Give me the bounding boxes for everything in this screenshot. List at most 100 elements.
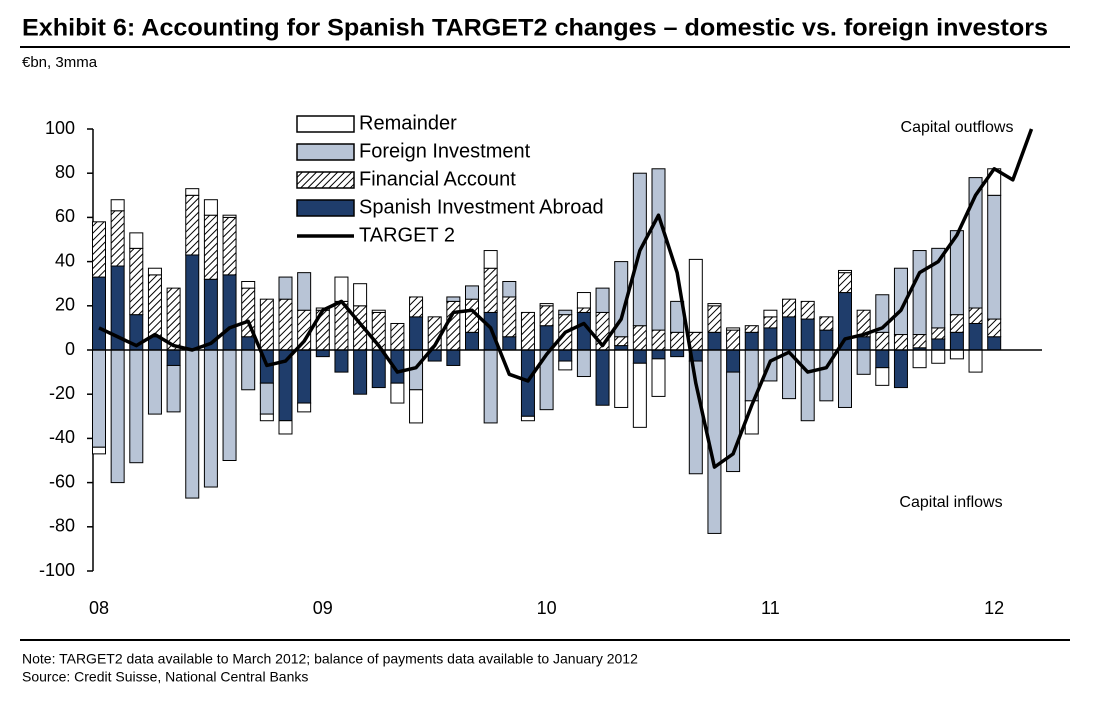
bar-segment bbox=[129, 232, 144, 249]
bar-segment bbox=[819, 329, 834, 351]
line-series bbox=[98, 128, 1034, 469]
bar-segment bbox=[371, 309, 386, 313]
bar-segment bbox=[110, 199, 125, 212]
bar-segment bbox=[334, 349, 349, 373]
bar-segment bbox=[632, 325, 647, 351]
bar-segment bbox=[670, 349, 685, 358]
bar-segment bbox=[782, 298, 797, 318]
bar-segment bbox=[409, 316, 424, 351]
bar-segment bbox=[446, 300, 461, 351]
bar-segment bbox=[502, 296, 517, 338]
bar-segment bbox=[912, 349, 927, 369]
bar-segment bbox=[502, 336, 517, 351]
bar-segment bbox=[92, 446, 106, 455]
bar-segment bbox=[800, 349, 815, 422]
bar-segment bbox=[185, 188, 200, 196]
bar-segment bbox=[949, 314, 964, 333]
bar-segment bbox=[763, 309, 778, 318]
y-tick-label: 60 bbox=[55, 206, 75, 226]
bar-segment bbox=[670, 331, 685, 351]
bar-segment bbox=[92, 221, 106, 278]
bar-segment bbox=[614, 349, 629, 408]
bar-segment bbox=[297, 349, 312, 404]
bar-segment bbox=[856, 349, 871, 375]
bar-segment bbox=[893, 349, 908, 389]
bar-segment bbox=[875, 367, 890, 386]
bar-segment bbox=[409, 389, 424, 424]
bar-segment bbox=[259, 298, 274, 351]
y-tick-label: -80 bbox=[49, 516, 75, 536]
bar-segment bbox=[558, 360, 573, 371]
legend-swatch bbox=[296, 115, 355, 133]
bar-segment bbox=[92, 276, 106, 351]
bar-segment bbox=[949, 331, 964, 351]
bar-segment bbox=[707, 303, 722, 307]
bar-segment bbox=[539, 303, 554, 307]
bar-segment bbox=[838, 269, 852, 274]
bar-segment bbox=[576, 292, 591, 309]
bar-segment bbox=[166, 349, 181, 366]
bar-segment bbox=[576, 349, 591, 378]
bar-segment bbox=[203, 199, 218, 216]
bar-segment bbox=[353, 349, 368, 395]
bar-segment bbox=[651, 358, 666, 397]
bar-segment bbox=[931, 338, 946, 351]
bar-segment bbox=[931, 349, 946, 364]
bar-segment bbox=[856, 336, 871, 351]
bar-segment bbox=[371, 349, 386, 389]
bar-segment bbox=[707, 305, 722, 333]
bar-segment bbox=[987, 194, 1002, 320]
legend-label: TARGET 2 bbox=[359, 224, 455, 246]
legend-label: Remainder bbox=[359, 112, 457, 134]
bar-segment bbox=[278, 420, 293, 435]
bar-segment bbox=[800, 318, 815, 351]
bar-segment bbox=[222, 274, 237, 351]
bar-segment bbox=[278, 298, 293, 351]
bar-segment bbox=[465, 285, 479, 300]
x-tick-label: 09 bbox=[313, 598, 333, 618]
bar-segment bbox=[297, 272, 312, 311]
bar-segment bbox=[782, 316, 797, 351]
bar-segment bbox=[334, 276, 349, 302]
bar-segment bbox=[259, 413, 274, 422]
bar-segment bbox=[520, 349, 535, 417]
x-tick-label: 10 bbox=[537, 598, 557, 618]
bar-segment bbox=[875, 331, 890, 351]
bar-segment bbox=[203, 349, 218, 488]
bar-segment bbox=[968, 177, 983, 309]
bar-segment bbox=[819, 316, 834, 331]
note: Note: TARGET2 data available to March 20… bbox=[22, 651, 638, 667]
y-tick-label: -20 bbox=[49, 383, 75, 403]
bar-segment bbox=[632, 349, 647, 364]
bar-segment bbox=[297, 402, 312, 413]
bar-segment bbox=[539, 305, 554, 327]
bar-segment bbox=[968, 307, 983, 324]
bar-segment bbox=[893, 267, 908, 336]
bar-segment bbox=[185, 349, 200, 499]
bar-segment bbox=[595, 287, 610, 313]
bar-segment bbox=[185, 194, 200, 256]
bar-segment bbox=[688, 258, 703, 333]
bar-segment bbox=[409, 296, 424, 318]
bar-segment bbox=[763, 316, 778, 329]
bar-segment bbox=[465, 331, 479, 351]
bar-segment bbox=[147, 274, 162, 338]
subtitle: €bn, 3mma bbox=[22, 54, 98, 71]
bar-segment bbox=[259, 382, 274, 415]
annotation: Capital outflows bbox=[901, 119, 1014, 136]
bar-segment bbox=[185, 254, 200, 351]
legend-label: Financial Account bbox=[359, 168, 516, 190]
bar-segment bbox=[576, 307, 591, 313]
y-tick-label: 40 bbox=[55, 250, 75, 270]
bar-segment bbox=[800, 300, 815, 320]
bar-segment bbox=[893, 334, 908, 351]
y-tick-label: -60 bbox=[49, 471, 75, 491]
legend-swatch bbox=[296, 143, 355, 161]
y-tick-label: -40 bbox=[49, 427, 75, 447]
bar-segment bbox=[129, 247, 144, 316]
bar-segment bbox=[520, 415, 535, 422]
bar-segment bbox=[614, 336, 629, 347]
bar-segment bbox=[726, 327, 741, 331]
